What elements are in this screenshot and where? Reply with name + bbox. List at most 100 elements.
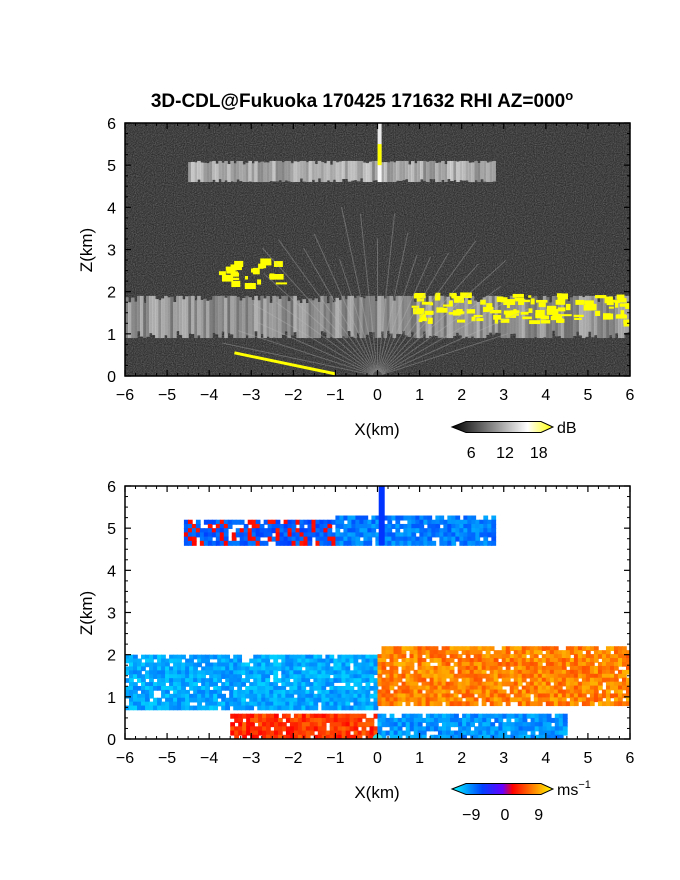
velocity-cell	[145, 689, 150, 695]
velocity-cell	[397, 650, 403, 655]
velocity-cell	[275, 519, 281, 525]
velocity-cell	[377, 661, 383, 667]
velocity-cell	[449, 697, 455, 703]
velocity-cell	[553, 689, 559, 695]
velocity-cell	[514, 726, 520, 732]
velocity-cell	[381, 701, 387, 707]
velocity-cell	[266, 734, 271, 739]
velocity-cell	[569, 658, 575, 663]
velocity-cell	[466, 730, 471, 736]
velocity-cell	[387, 515, 393, 521]
velocity-cell	[514, 734, 520, 739]
velocity-cell	[481, 693, 487, 699]
velocity-cell	[542, 717, 548, 723]
reflectivity-echo-column	[584, 295, 589, 337]
velocity-cell	[385, 650, 391, 655]
velocity-cell	[249, 689, 255, 695]
velocity-cell	[145, 654, 150, 660]
velocity-cell	[450, 734, 455, 739]
velocity-cell	[361, 654, 367, 660]
velocity-cell	[439, 515, 445, 521]
velocity-cell	[397, 673, 403, 679]
velocity-cell	[357, 701, 363, 707]
velocity-cell	[297, 670, 303, 676]
velocity-cell	[545, 697, 551, 703]
velocity-cell	[513, 661, 519, 667]
velocity-cell	[145, 658, 150, 664]
velocity-cell	[462, 726, 467, 732]
velocity-cell	[261, 666, 267, 672]
velocity-cell	[325, 658, 331, 664]
velocity-cell	[317, 678, 323, 683]
velocity-cell	[405, 730, 411, 736]
reflectivity-echo-column	[386, 295, 391, 331]
velocity-cell	[501, 681, 507, 687]
velocity-cell	[573, 661, 579, 667]
velocity-cell	[489, 646, 495, 651]
velocity-cell	[187, 523, 193, 529]
velocity-cell	[233, 654, 239, 660]
velocity-cell	[485, 693, 491, 699]
velocity-cell	[249, 666, 255, 672]
velocity-cell	[405, 673, 411, 679]
velocity-cell	[506, 726, 512, 732]
velocity-cell	[413, 669, 419, 675]
velocity-cell	[605, 654, 611, 659]
velocity-cell	[409, 658, 415, 663]
velocity-cell	[617, 697, 623, 703]
velocity-cell	[313, 658, 319, 664]
velocity-cell	[165, 666, 170, 672]
velocity-cell	[405, 661, 411, 667]
velocity-cell	[323, 519, 329, 525]
velocity-cell	[329, 654, 335, 660]
reflectivity-ground-clutter	[234, 351, 336, 376]
velocity-cell	[529, 646, 535, 651]
velocity-cell	[283, 519, 289, 525]
velocity-cell	[137, 658, 142, 664]
velocity-cell	[361, 689, 367, 695]
velocity-cell	[498, 730, 504, 736]
velocity-cell	[177, 697, 182, 703]
velocity-cell	[381, 681, 387, 687]
velocity-cell	[506, 717, 512, 723]
reflectivity-echo-cell	[234, 260, 244, 268]
velocity-cell	[522, 722, 528, 728]
reflectivity-echo-column	[453, 160, 457, 181]
velocity-cell	[241, 678, 247, 683]
velocity-cell	[185, 674, 190, 679]
velocity-cell	[177, 705, 182, 711]
velocity-cell	[317, 730, 323, 736]
velocity-cell	[391, 540, 397, 546]
velocity-cell	[173, 701, 178, 707]
velocity-cell	[285, 705, 291, 711]
velocity-cell	[181, 662, 186, 668]
reflectivity-beam-streak	[261, 247, 378, 376]
velocity-cell	[609, 673, 615, 679]
velocity-cell	[513, 693, 519, 699]
velocity-cell	[341, 705, 347, 711]
velocity-cell	[197, 662, 202, 668]
velocity-cell	[413, 726, 419, 732]
velocity-cell	[462, 734, 467, 739]
reflectivity-echo-cell	[466, 309, 476, 314]
velocity-cell	[241, 701, 247, 707]
velocity-cell	[242, 730, 247, 736]
velocity-cell	[173, 685, 178, 691]
velocity-cell	[454, 713, 459, 719]
reflectivity-echo-column	[560, 296, 565, 339]
velocity-cell	[433, 654, 439, 659]
velocity-cell	[145, 701, 150, 707]
velocity-cell	[343, 528, 349, 534]
velocity-cell	[401, 669, 407, 675]
velocity-cell	[221, 666, 226, 672]
velocity-cell	[478, 717, 484, 723]
velocity-cell	[233, 670, 239, 676]
reflectivity-echo-cell	[528, 308, 533, 313]
velocity-cell	[545, 685, 551, 691]
velocity-cell	[327, 528, 333, 534]
velocity-cell	[321, 722, 327, 728]
velocity-cell	[255, 519, 261, 525]
velocity-cell	[401, 713, 407, 719]
velocity-cell	[445, 734, 451, 739]
velocity-cell	[250, 734, 255, 739]
